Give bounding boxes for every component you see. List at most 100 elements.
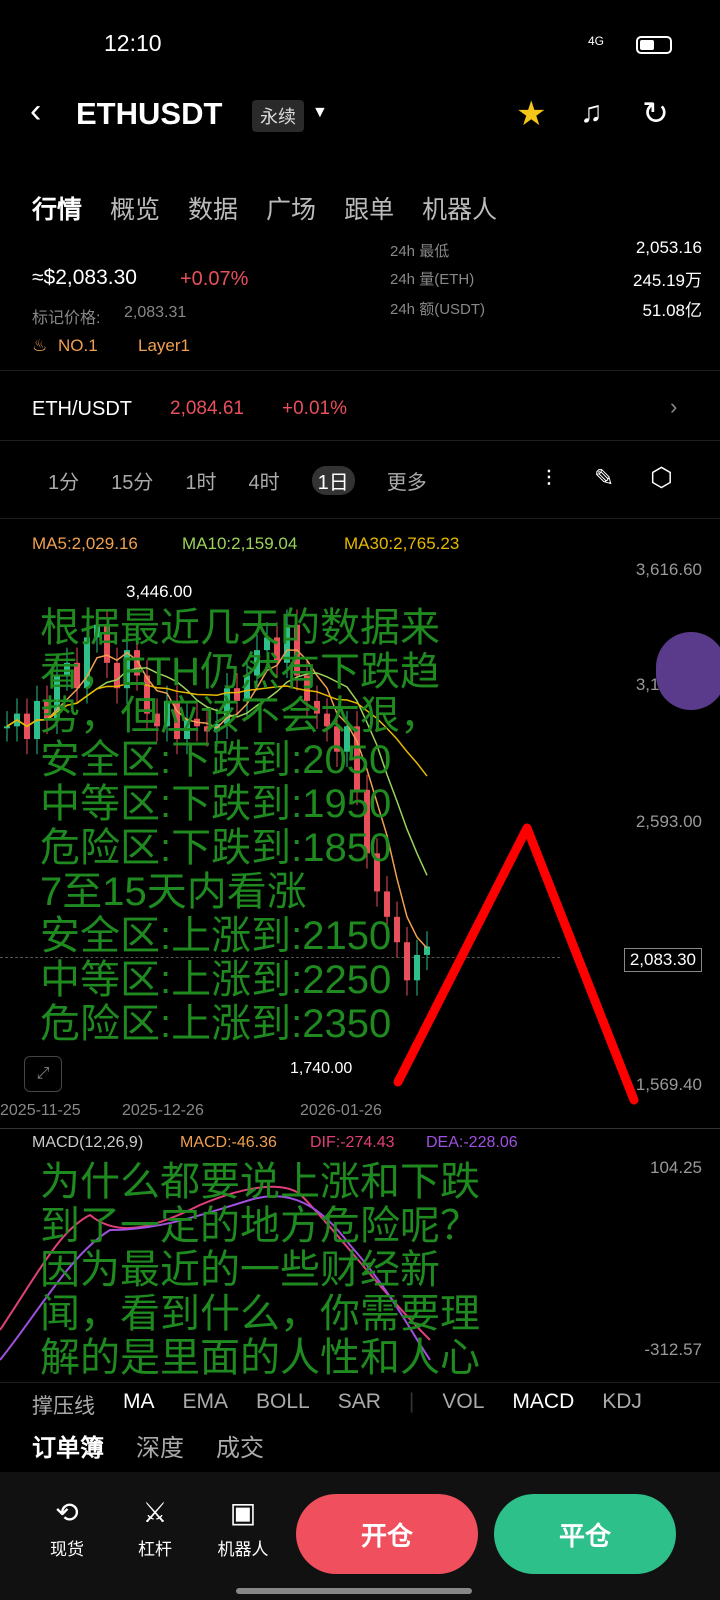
tab-trades[interactable]: 成交 [216,1435,264,1462]
indicator-vol[interactable]: VOL [442,1390,485,1413]
candle [404,942,410,981]
home-indicator[interactable] [236,1588,472,1594]
candle [54,675,60,719]
candle [144,675,150,714]
annotation-line: 中等区:下跌到:1950 [40,782,392,826]
tf-1m[interactable]: 1分 [48,472,80,494]
nav-bot[interactable]: ▣ 机器人 [208,1496,278,1560]
expand-icon[interactable]: ⤢ [24,1056,62,1092]
candle [334,726,340,752]
high-label: 3,446.00 [126,582,193,601]
pencil-icon[interactable]: ✎ [594,465,615,492]
candle [94,624,100,638]
candle [84,637,90,689]
price-change: +0.07% [180,268,249,290]
candle [304,675,310,701]
tf-4h[interactable]: 4时 [248,472,280,494]
assistant-bubble[interactable] [656,632,720,710]
main-tabs: 行情 概览 数据 广场 跟单 机器人 [32,190,497,226]
close-position-button[interactable]: 平仓 [494,1494,676,1574]
candle [174,700,180,740]
tf-1h[interactable]: 1时 [185,472,217,494]
chevron-right-icon[interactable]: › [670,394,678,419]
nav-spot[interactable]: ⟲ 现货 [32,1496,102,1560]
macd-label: MACD(12,26,9) [32,1134,144,1151]
share-icon[interactable]: ↻ [642,95,669,131]
indicator-icon[interactable]: ⫶ [546,466,552,491]
back-icon[interactable]: ‹ [30,92,42,130]
indicator-sar[interactable]: SAR [337,1390,381,1413]
contract-type-badge[interactable]: 永续 [252,100,304,132]
candle [224,688,230,724]
swap-icon: ⟲ [55,1497,79,1528]
annotation-line: 安全区:上涨到:2150 [40,914,392,958]
candle [394,916,400,943]
ma-line [6,682,428,777]
star-icon[interactable]: ★ [516,95,547,133]
stat-low-label: 24h 最低 [390,243,450,260]
candle [44,700,50,719]
annotation-line: 安全区:下跌到:2050 [40,738,392,782]
annotation-line: 7至15天内看涨 [40,870,307,914]
annotation-text-1: 根据最近几天的数据来 看，ETH仍然有下跌趋 势，但应该不会太狠， 安全区:下跌到:2… [40,606,440,870]
tf-1d[interactable]: 1日 [311,466,355,495]
settings-hexagon-icon[interactable]: ⬡ [650,462,673,492]
ma-line [6,649,428,949]
x-tick: 2026-01-26 [300,1102,382,1119]
candle [344,726,350,752]
ma30-label: MA30:2,765.23 [344,534,460,553]
spot-pair[interactable]: ETH/USDT [32,398,132,420]
timeframe-bar: 1分 15分 1时 4时 1日 更多 [48,466,427,495]
annotation-line: 到了一定的地方危险呢？ [40,1204,480,1248]
tab-orderbook[interactable]: 订单簿 [32,1435,104,1462]
candle [104,624,110,663]
annotation-line: 看，ETH仍然有下跌趋 [40,650,440,694]
indicator-boll[interactable]: BOLL [256,1390,310,1413]
nav-leverage[interactable]: ⚔ 杠杆 [120,1496,190,1560]
rank-tag[interactable]: NO.1 [58,336,98,355]
tab-square[interactable]: 广场 [266,196,317,224]
tab-market[interactable]: 行情 [32,196,83,224]
indicator-macd[interactable]: MACD [512,1390,575,1413]
ma5-label: MA5:2,029.16 [32,534,138,553]
candle [274,637,280,663]
candle [64,662,70,676]
candle [254,650,260,676]
tab-depth[interactable]: 深度 [136,1435,184,1462]
y-tick: 3,616.60 [635,560,702,579]
chevron-down-icon[interactable]: ▼ [312,104,328,121]
candle [354,726,360,790]
robot-icon: ▣ [229,1497,257,1528]
book-tabs: 订单簿 深度 成交 [32,1428,264,1463]
tab-overview[interactable]: 概览 [110,196,161,224]
bell-icon[interactable]: ♫ [580,96,603,129]
category-tag[interactable]: Layer1 [138,336,190,355]
candle [244,675,250,701]
indicator-support[interactable]: 撑压线 [32,1395,95,1418]
tf-more[interactable]: 更多 [386,472,427,494]
tf-15m[interactable]: 15分 [111,472,154,494]
candle [164,700,170,727]
leverage-icon: ⚔ [142,1497,168,1528]
mark-price-value: 2,083.31 [124,304,187,321]
annotation-line: 因为最近的一些财经新 [40,1248,440,1292]
candle [264,637,270,651]
indicator-ema[interactable]: EMA [182,1390,229,1413]
y-tick: 1,569.40 [635,1075,702,1094]
annotation-line: 危险区:上涨到:2350 [40,1002,392,1046]
indicator-kdj[interactable]: KDJ [602,1390,642,1413]
macd-min: -312.57 [644,1340,702,1359]
candle [324,713,330,727]
candle [114,662,120,689]
tab-copy[interactable]: 跟单 [344,196,395,224]
open-position-button[interactable]: 开仓 [296,1494,478,1574]
macd-chart [0,1185,431,1361]
tab-data[interactable]: 数据 [188,196,239,224]
ma10-label: MA10:2,159.04 [182,534,298,553]
candle [384,891,390,917]
indicator-ma[interactable]: MA [123,1390,155,1413]
tab-bot[interactable]: 机器人 [422,196,498,224]
flame-icon: ♨ [32,336,48,355]
candle [124,650,130,689]
candle [4,726,10,729]
